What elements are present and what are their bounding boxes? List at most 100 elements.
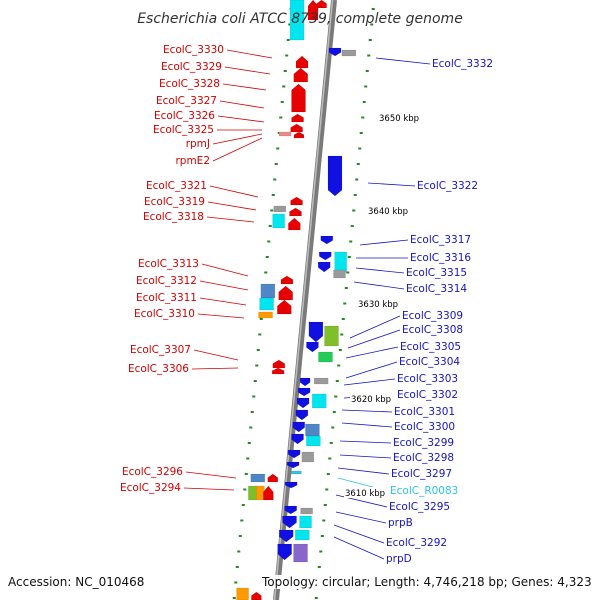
- topology-text: Topology: circular; Length: 4,746,218 bp…: [262, 575, 592, 589]
- kbp-tick: [370, 23, 374, 26]
- kbp-tick: [253, 380, 257, 382]
- gene-label-right: EcolC_3300: [394, 421, 455, 433]
- kbp-tick: [361, 116, 365, 119]
- kbp-tick: [286, 39, 290, 41]
- kbp-tick: [356, 163, 360, 165]
- gene-label-right: EcolC_3305: [400, 341, 461, 353]
- kbp-tick: [317, 566, 321, 568]
- gene-forward: [272, 213, 285, 229]
- kbp-tick: [246, 457, 250, 460]
- kbp-tick: [349, 240, 353, 243]
- gene-label-left: EcolC_3327: [156, 95, 217, 107]
- label-leader: [224, 66, 271, 75]
- kbp-tick: [255, 364, 259, 367]
- gene-reverse: [320, 235, 334, 245]
- kbp-tick: [353, 194, 357, 196]
- kbp-tick: [259, 318, 263, 320]
- kbp-tick: [352, 209, 356, 212]
- kbp-tick: [340, 333, 344, 336]
- kbp-tick: [282, 85, 286, 88]
- gene-forward: [251, 591, 262, 600]
- gene-reverse: [318, 351, 333, 363]
- kbp-tick: [274, 163, 278, 165]
- gene-forward: [260, 283, 276, 299]
- gene-label-right: EcolC_3314: [406, 283, 467, 295]
- kbp-tick: [279, 116, 283, 119]
- kbp-tick: [241, 504, 245, 506]
- kbp-tick: [267, 240, 271, 243]
- kbp-tick: [319, 550, 323, 553]
- kbp-tick: [320, 535, 324, 537]
- gene-forward: [273, 205, 287, 213]
- label-leader: [197, 313, 245, 319]
- kbp-label: 3630 kbp: [358, 300, 398, 310]
- kbp-scale-labels: 3650 kbp 3640 kbp 3630 kbp 3620 kbp 3610 kbp: [344, 112, 424, 499]
- label-leader: [347, 329, 401, 349]
- gene-label-left: EcolC_3307: [130, 344, 191, 356]
- kbp-tick: [328, 457, 332, 460]
- gene-label-left: EcolC_3329: [161, 61, 222, 73]
- label-leader: [345, 361, 398, 379]
- kbp-tick: [265, 256, 269, 258]
- map-title: Escherichia coli ATCC 8739, complete gen…: [137, 11, 463, 27]
- gene-forward: [271, 367, 285, 375]
- kbp-tick: [273, 178, 277, 181]
- kbp-tick: [283, 70, 287, 72]
- kbp-tick: [238, 535, 242, 537]
- kbp-tick: [326, 473, 330, 475]
- kbp-tick: [244, 473, 248, 475]
- label-leader: [339, 454, 392, 459]
- label-leader: [201, 263, 249, 277]
- kbp-label-bg: [344, 487, 390, 498]
- kbp-tick: [270, 209, 274, 212]
- gene-forward: [248, 485, 257, 501]
- kbp-label: 3640 kbp: [368, 207, 408, 217]
- gene-label-right: EcolC_3308: [402, 324, 463, 336]
- gene-forward: [263, 485, 274, 501]
- gene-reverse: [319, 251, 332, 261]
- gene-forward: [277, 299, 292, 315]
- gene-labels: EcolC_3330 EcolC_3329 EcolC_3328 EcolC_3327…: [120, 44, 493, 565]
- gene-label-left: EcolC_3328: [159, 78, 220, 90]
- kbp-tick: [232, 597, 236, 599]
- label-leader: [207, 201, 257, 211]
- gene-forward: [278, 285, 293, 301]
- kbp-tick: [334, 395, 338, 398]
- kbp-tick: [256, 349, 260, 351]
- kbp-tick: [240, 519, 244, 522]
- gene-label-left: EcolC_3311: [136, 292, 197, 304]
- kbp-tick: [247, 442, 251, 444]
- gene-label-right: prpD: [386, 553, 412, 565]
- kbp-tick: [367, 54, 371, 57]
- gene-label-right: EcolC_3302: [397, 389, 458, 401]
- label-leader: [345, 346, 399, 359]
- gene-reverse: [297, 387, 311, 397]
- kbp-tick: [258, 333, 262, 336]
- kbp-tick: [337, 364, 341, 367]
- gene-reverse: [334, 251, 347, 273]
- kbp-tick: [276, 147, 280, 150]
- gene-reverse: [301, 451, 315, 463]
- label-leader: [199, 280, 249, 291]
- label-leader: [341, 409, 393, 413]
- kbp-tick: [344, 287, 348, 289]
- gene-label-right: EcolC_3309: [402, 310, 463, 322]
- kbp-tick: [235, 566, 239, 568]
- gene-label-left: EcolC_3310: [134, 308, 195, 320]
- gene-label-left: EcolC_3319: [144, 196, 205, 208]
- label-leader: [191, 367, 239, 370]
- label-leader: [199, 297, 247, 306]
- gene-forward: [259, 297, 274, 311]
- label-leader: [226, 49, 273, 59]
- gene-reverse: [278, 529, 294, 543]
- accession-text: Accession: NC_010468: [8, 575, 145, 589]
- gene-reverse: [300, 507, 313, 515]
- kbp-tick: [280, 101, 284, 103]
- gene-label-right: EcolC_3297: [391, 468, 452, 480]
- gene-forward: [250, 473, 266, 483]
- gene-label-right: EcolC_3315: [406, 267, 467, 279]
- gene-label-right: EcolC_3317: [410, 234, 471, 246]
- gene-reverse: [287, 449, 301, 459]
- kbp-tick: [329, 442, 333, 444]
- gene-label-right: EcolC_3303: [397, 373, 458, 385]
